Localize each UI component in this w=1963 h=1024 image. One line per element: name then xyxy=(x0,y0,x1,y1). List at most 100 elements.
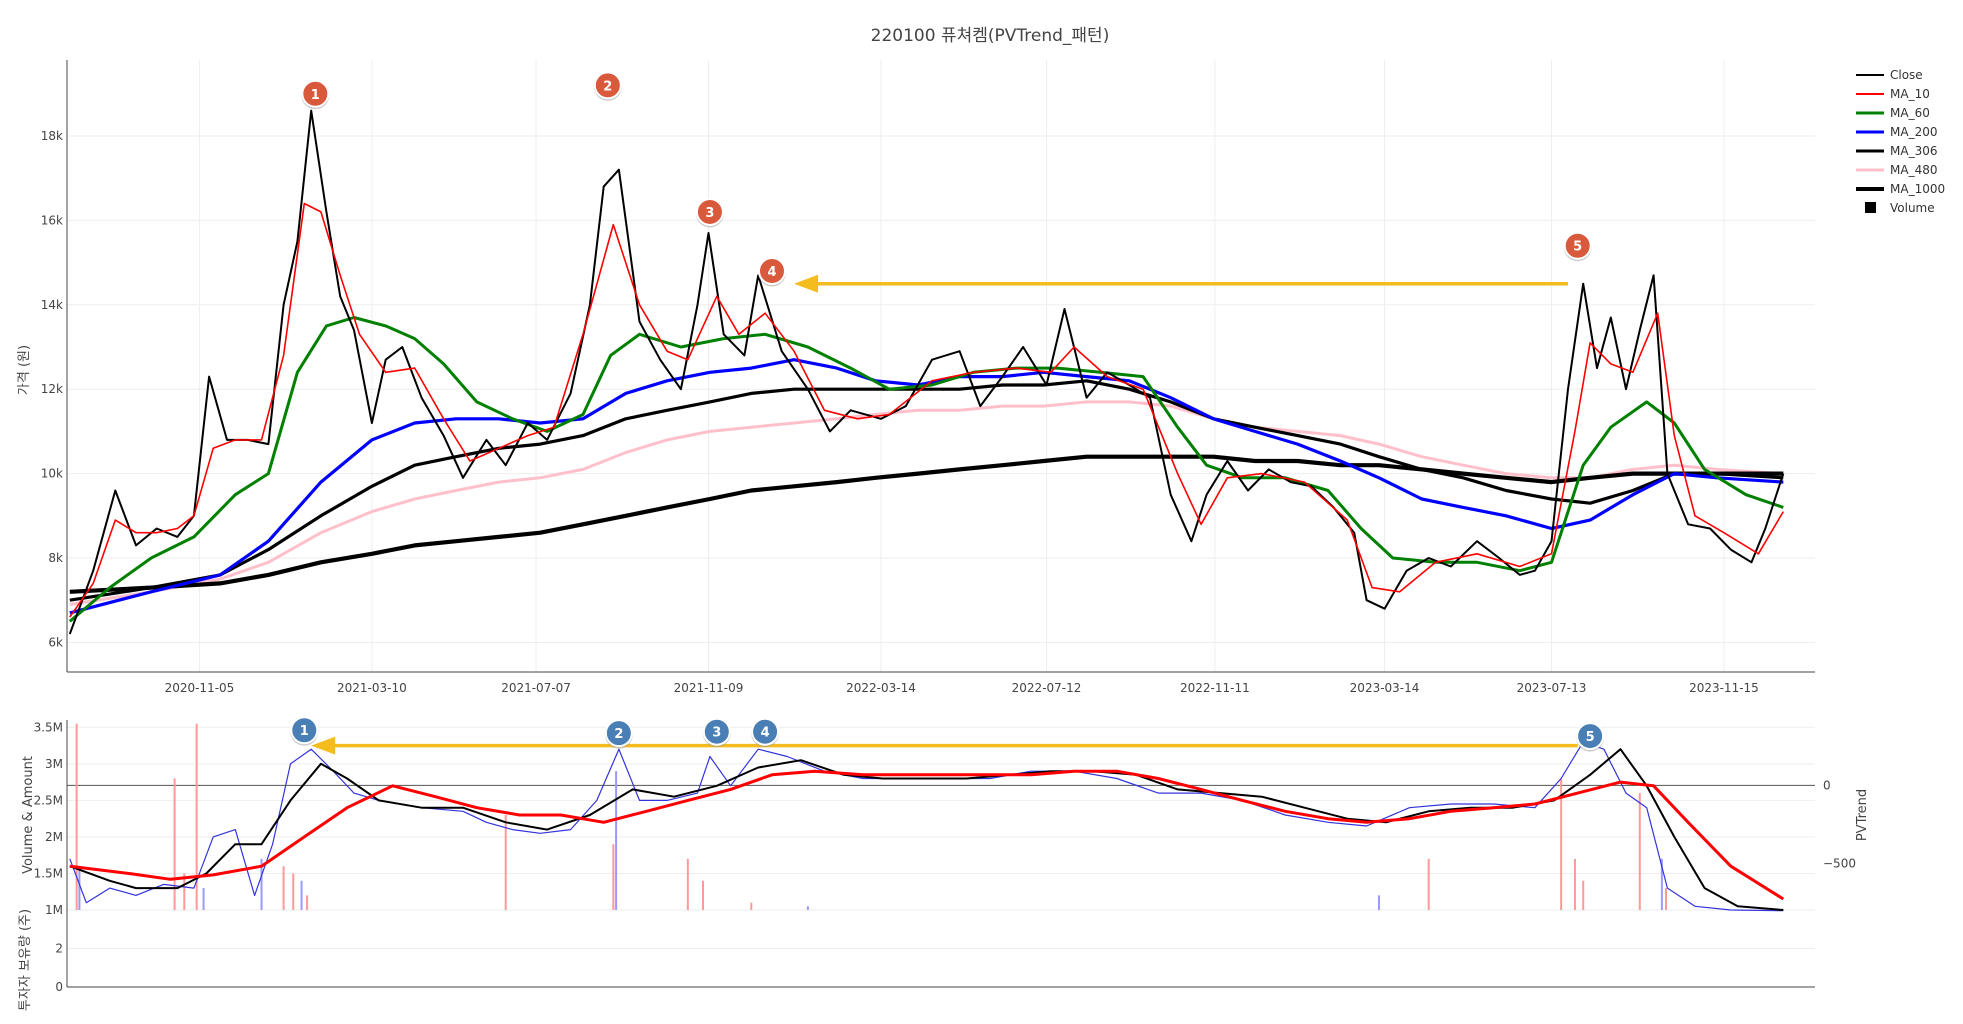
volume-y-tick-label: 2M xyxy=(45,830,63,844)
legend: Close MA_10 MA_60 MA_200 MA_306 MA_480 MA_1000… xyxy=(1856,68,1945,215)
price-marker-5: 5 xyxy=(1563,231,1592,262)
volume-bar xyxy=(78,866,81,910)
volume-bar xyxy=(1560,778,1563,910)
volume-bar xyxy=(1638,793,1641,910)
price-x-tick-label: 2021-07-07 xyxy=(501,681,571,695)
marker-number: 2 xyxy=(614,727,623,742)
price-x-ticks: 2020-11-05 2021-03-10 2021-07-07 2021-11-09… xyxy=(165,681,1759,695)
volume-y-tick-label: 2.5M xyxy=(34,793,63,807)
volume-bar xyxy=(612,844,615,910)
price-x-tick-label: 2023-03-14 xyxy=(1350,681,1420,695)
marker-number: 4 xyxy=(767,265,776,280)
volume-bar xyxy=(1664,888,1667,910)
price-x-tick-label: 2022-07-12 xyxy=(1012,681,1082,695)
marker-number: 5 xyxy=(1573,240,1582,255)
legend-label: MA_306 xyxy=(1890,144,1937,158)
marker-badge xyxy=(593,71,622,100)
price-marker-2: 2 xyxy=(593,71,622,101)
investor-y-tick-label: 2 xyxy=(55,942,63,956)
arrow-head xyxy=(794,274,819,293)
volume-bar xyxy=(1427,858,1430,910)
marker-number: 5 xyxy=(1586,730,1595,745)
volume-bar xyxy=(750,902,753,910)
volume-marker-4: 4 xyxy=(751,717,780,748)
series-line-ma-1000 xyxy=(69,454,1784,594)
price-x-tick-label: 2021-03-10 xyxy=(337,681,407,695)
legend-item: MA_480 xyxy=(1856,163,1937,177)
volume-bars xyxy=(75,723,1667,910)
price-y-tick-label: 12k xyxy=(41,382,63,396)
price-x-tick-label: 2023-11-15 xyxy=(1689,681,1759,695)
marker-number: 1 xyxy=(300,724,309,739)
volume-bar xyxy=(282,866,285,910)
pvtrend-y-axis-title: PVTrend xyxy=(1855,789,1870,841)
volume-bar xyxy=(260,858,263,910)
price-y-tick-label: 10k xyxy=(41,467,63,481)
legend-item: MA_306 xyxy=(1856,144,1937,158)
investor-panel: 02 투자자 보유량 (주) xyxy=(18,909,1815,1011)
price-grid xyxy=(67,60,1815,672)
series-line-ma-480 xyxy=(69,400,1784,606)
series-line-close xyxy=(68,109,1785,635)
price-annotations: 1 2 3 4 5 xyxy=(301,71,1592,293)
volume-pattern-arrow xyxy=(311,736,1578,755)
investor-y-axis-title: 투자자 보유량 (주) xyxy=(18,909,33,1011)
volume-bar xyxy=(202,888,205,910)
marker-badge xyxy=(290,716,319,745)
price-x-tick-label: 2022-03-14 xyxy=(846,681,916,695)
marker-badge xyxy=(604,719,633,748)
volume-bar xyxy=(615,771,618,910)
price-y-tick-label: 16k xyxy=(41,213,63,227)
series-line-pvtrend xyxy=(69,769,1785,901)
legend-item: MA_60 xyxy=(1856,106,1930,120)
volume-y-tick-label: 1.5M xyxy=(34,866,63,880)
volume-bar xyxy=(300,880,303,910)
volume-bar xyxy=(306,895,309,910)
price-marker-3: 3 xyxy=(695,197,724,228)
volume-panel: 1M 1.5M 2M 2.5M 3M 3.5M 0 −500 Volume & Amount… xyxy=(21,716,1870,917)
legend-label: MA_10 xyxy=(1890,87,1930,101)
volume-bar xyxy=(183,873,186,910)
volume-bar xyxy=(504,815,507,910)
volume-bar xyxy=(173,778,176,910)
marker-badge xyxy=(695,197,724,226)
price-x-tick-label: 2022-11-11 xyxy=(1180,681,1250,695)
volume-bar xyxy=(75,723,78,910)
volume-y-tick-label: 3.5M xyxy=(34,720,63,734)
price-pattern-arrow xyxy=(794,274,1569,293)
volume-bar xyxy=(1378,895,1381,910)
series-line-ma-10 xyxy=(69,202,1784,618)
marker-badge xyxy=(702,717,731,746)
legend-item: Volume xyxy=(1865,201,1935,215)
price-x-tick-label: 2020-11-05 xyxy=(165,681,235,695)
price-x-tick-label: 2021-11-09 xyxy=(674,681,744,695)
legend-item: MA_10 xyxy=(1856,87,1930,101)
price-marker-1: 1 xyxy=(301,79,330,110)
volume-marker-3: 3 xyxy=(702,717,731,748)
volume-y-tick-label: 3M xyxy=(45,757,63,771)
pvtrend-y-tick-label: 0 xyxy=(1823,778,1831,792)
price-lines xyxy=(68,109,1785,635)
price-y-tick-label: 8k xyxy=(48,551,63,565)
volume-bar xyxy=(1660,858,1663,910)
pvtrend-y-tick-label: −500 xyxy=(1823,856,1856,870)
legend-item: MA_200 xyxy=(1856,125,1937,139)
marker-badge xyxy=(751,717,780,746)
marker-number: 4 xyxy=(761,726,770,741)
investor-y-ticks: 02 xyxy=(55,942,63,995)
volume-lines xyxy=(69,741,1785,912)
arrow-head xyxy=(311,736,336,755)
legend-label: MA_480 xyxy=(1890,163,1937,177)
price-marker-4: 4 xyxy=(757,257,786,287)
legend-swatch xyxy=(1865,202,1876,213)
legend-label: Close xyxy=(1890,68,1923,82)
marker-number: 3 xyxy=(712,726,721,741)
volume-marker-1: 1 xyxy=(290,716,319,746)
price-y-axis-title: 가격 (원) xyxy=(17,345,32,395)
legend-item: MA_1000 xyxy=(1856,182,1945,196)
legend-label: MA_1000 xyxy=(1890,182,1945,196)
price-y-tick-label: 18k xyxy=(41,129,63,143)
legend-label: MA_60 xyxy=(1890,106,1930,120)
volume-marker-2: 2 xyxy=(604,719,633,749)
